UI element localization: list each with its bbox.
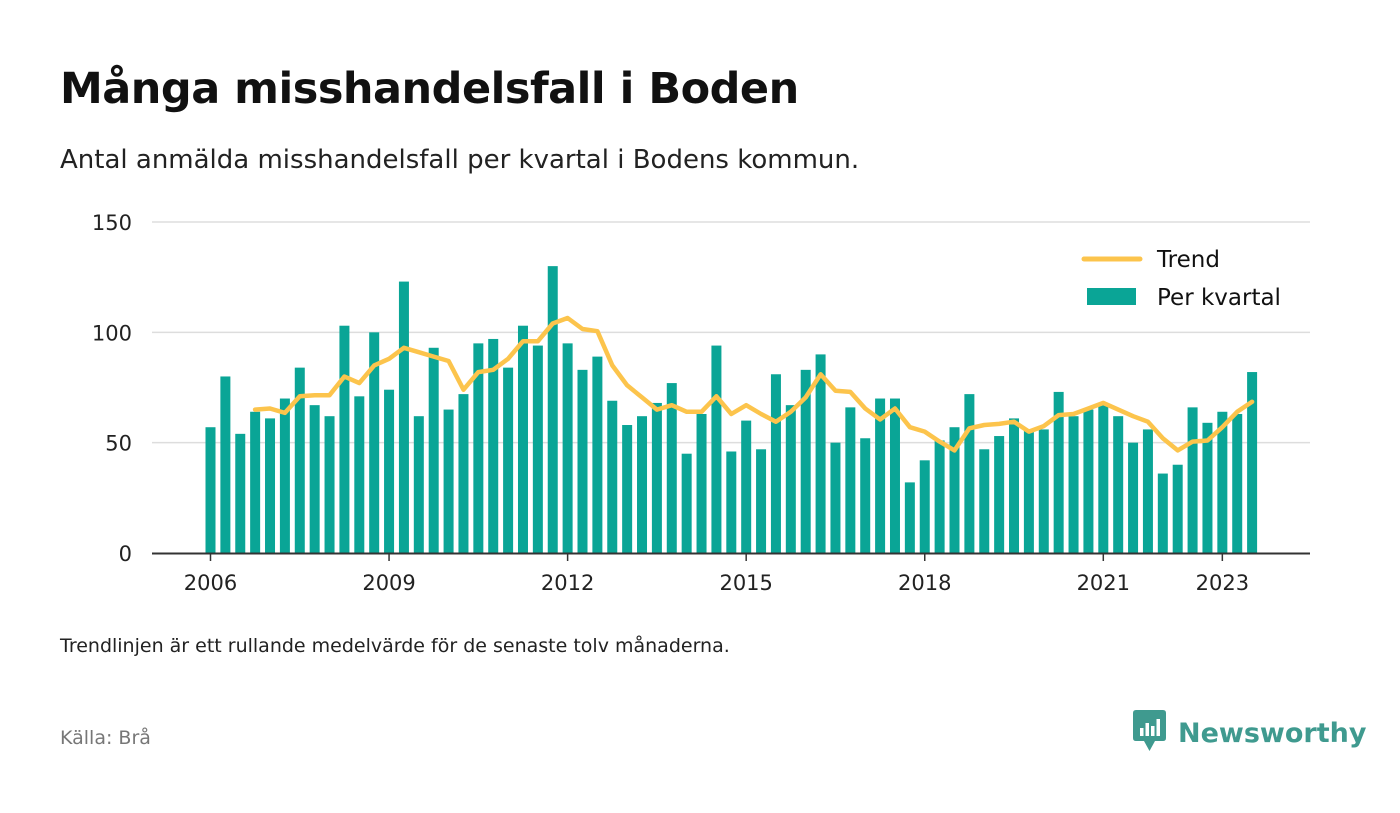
bar: [220, 376, 231, 553]
bar: [309, 405, 320, 553]
bar: [473, 343, 484, 553]
x-axis-ticks: 2006 2009 2012 2015 2018 2021 2023: [184, 553, 1249, 595]
bar: [637, 416, 648, 553]
y-tick-label: 150: [92, 211, 132, 235]
bar: [830, 442, 841, 553]
bar: [488, 338, 499, 553]
bar: [681, 453, 692, 553]
bar: [1187, 407, 1198, 553]
bar: [547, 266, 558, 553]
y-tick-label: 100: [92, 321, 132, 345]
x-tick-label: 2006: [184, 571, 237, 595]
bar: [979, 449, 990, 553]
bar-series: [205, 266, 1258, 553]
bar: [1217, 411, 1228, 553]
bar: [577, 369, 588, 553]
bar: [265, 418, 276, 553]
bar: [1247, 372, 1258, 553]
bar: [369, 332, 380, 553]
x-tick-label: 2018: [898, 571, 951, 595]
x-tick-label: 2015: [719, 571, 772, 595]
chart-subtitle: Antal anmälda misshandelsfall per kvarta…: [60, 145, 860, 175]
bar: [919, 460, 930, 553]
bar: [726, 451, 737, 553]
bar: [934, 440, 945, 553]
bar: [741, 420, 752, 553]
bar: [458, 394, 469, 553]
bar: [354, 396, 365, 553]
bar: [443, 409, 454, 553]
bar: [994, 436, 1005, 553]
legend-bar-swatch: [1087, 288, 1136, 305]
bar: [1083, 409, 1094, 553]
x-tick-label: 2023: [1196, 571, 1249, 595]
bar: [324, 416, 335, 553]
bar: [1023, 429, 1034, 553]
bar: [889, 398, 900, 553]
bar: [875, 398, 886, 553]
bar: [845, 407, 856, 553]
legend-bar-label: Per kvartal: [1157, 285, 1281, 311]
source-credit: Källa: Brå: [60, 727, 151, 749]
chart-title: Många misshandelsfall i Boden: [60, 64, 799, 114]
bar: [949, 427, 960, 553]
newsworthy-brand: Newsworthy: [1133, 710, 1367, 756]
x-tick-label: 2021: [1077, 571, 1130, 595]
bar: [205, 427, 216, 553]
bar: [904, 482, 915, 553]
bar: [413, 416, 424, 553]
x-tick-label: 2009: [362, 571, 415, 595]
bar: [1038, 429, 1049, 553]
legend-trend-label: Trend: [1156, 247, 1220, 273]
bar: [235, 433, 246, 553]
bar: [651, 402, 662, 553]
trend-line: [252, 315, 1255, 453]
bar: [607, 400, 618, 553]
bar: [398, 281, 409, 553]
bar: [1053, 391, 1064, 553]
bar: [1113, 416, 1124, 553]
bar: [785, 405, 796, 553]
x-tick-label: 2012: [541, 571, 594, 595]
bar: [1098, 405, 1109, 553]
bar: [384, 389, 395, 553]
bar: [622, 425, 633, 553]
bar: [1142, 429, 1153, 553]
bar: [815, 354, 826, 553]
y-tick-label: 0: [119, 542, 132, 566]
bar: [711, 345, 722, 553]
bar: [592, 356, 603, 553]
bar: [1128, 442, 1139, 553]
bar: [666, 383, 677, 553]
bar: [294, 367, 305, 553]
bar: [279, 398, 290, 553]
bar: [1232, 413, 1243, 553]
newsworthy-logo-icon: [1133, 710, 1166, 756]
bar: [1009, 418, 1020, 553]
bar: [770, 374, 781, 553]
y-tick-label: 50: [105, 432, 132, 456]
bar: [964, 394, 975, 553]
bar: [339, 325, 350, 553]
bar: [1172, 464, 1183, 553]
bar: [503, 367, 514, 553]
bar: [532, 345, 543, 553]
bar: [860, 438, 871, 553]
bar: [1068, 416, 1079, 553]
chart-footnote: Trendlinjen är ett rullande medelvärde f…: [60, 635, 730, 657]
bar: [756, 449, 767, 553]
legend: Trend Per kvartal: [1081, 247, 1281, 311]
brand-name: Newsworthy: [1178, 717, 1367, 749]
bar: [1157, 473, 1168, 553]
bar: [517, 325, 528, 553]
bar: [696, 413, 707, 553]
bar: [800, 369, 811, 553]
bar: [250, 411, 261, 553]
bar: [428, 347, 439, 553]
bar: [562, 343, 573, 553]
bar: [1202, 422, 1213, 553]
y-axis-tick-labels: 0 50 100 150: [92, 211, 132, 566]
gridlines: [152, 221, 1310, 444]
